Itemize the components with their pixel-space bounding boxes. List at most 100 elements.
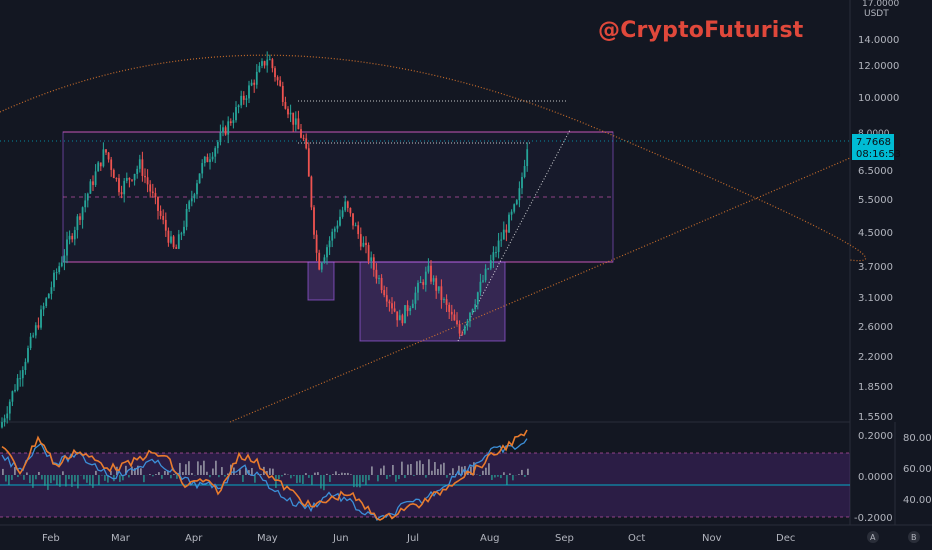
candle-body: [370, 257, 373, 261]
candle-body: [102, 149, 105, 167]
dotted-trend-up: [457, 129, 571, 342]
histogram-bar: [107, 475, 109, 483]
candle-body: [318, 252, 321, 270]
histogram-bar: [440, 464, 442, 475]
candle-body: [118, 178, 120, 193]
histogram-bar: [152, 475, 154, 477]
histogram-bar: [200, 465, 202, 475]
histogram-bar: [185, 464, 187, 475]
histogram-bar: [395, 475, 397, 482]
candle-body: [461, 333, 464, 335]
candle-body: [172, 236, 175, 248]
candle-body: [313, 207, 315, 235]
histogram-bar: [221, 467, 223, 475]
candle-body: [479, 281, 482, 293]
auto-scale-button[interactable]: A: [867, 531, 879, 543]
candle-body: [73, 230, 76, 240]
histogram-bar: [404, 475, 406, 478]
candle-body: [432, 278, 435, 282]
histogram-bar: [401, 461, 403, 475]
candle-body: [146, 177, 149, 185]
histogram-bar: [278, 475, 280, 480]
histogram-bar: [218, 475, 220, 478]
candle-body: [229, 121, 232, 124]
month-tick: Jul: [406, 533, 419, 544]
histogram-bar: [140, 468, 142, 475]
histogram-bar: [377, 475, 379, 482]
candle-body: [487, 268, 490, 270]
histogram-bar: [110, 470, 112, 475]
histogram-bar: [86, 475, 88, 483]
countdown: 08:16:53: [856, 149, 901, 160]
histogram-bar: [368, 475, 370, 481]
histogram-bar: [293, 475, 295, 477]
candle-body: [458, 324, 461, 334]
candle-body: [409, 307, 412, 312]
candle-body: [261, 61, 263, 66]
candle-body: [105, 149, 107, 153]
rsi-tick-right: 60.00: [903, 464, 932, 475]
histogram-bar: [329, 475, 331, 482]
candle-body: [94, 171, 97, 185]
rsi-axis[interactable]: 0.2000 0.0000 -0.2000 80.00 60.00 40.00: [854, 431, 932, 524]
histogram-bar: [131, 466, 133, 475]
histogram-bar: [53, 475, 55, 481]
histogram-bar: [65, 475, 67, 487]
histogram-bar: [302, 475, 304, 484]
candle-body: [11, 391, 14, 402]
candle-body: [196, 183, 198, 195]
histogram-bar: [428, 459, 430, 475]
candle-body: [81, 207, 84, 220]
rsi-tick: 0.2000: [858, 431, 893, 442]
candle-body: [419, 282, 422, 284]
histogram-bar: [332, 474, 334, 475]
histogram-bar: [50, 475, 52, 484]
candle-body: [177, 234, 180, 249]
histogram-bar: [203, 460, 205, 475]
candle-body: [411, 303, 414, 308]
rsi-slow-line: [1, 438, 528, 522]
histogram-bar: [35, 475, 37, 480]
candle-body: [526, 149, 529, 167]
histogram-bar: [362, 475, 364, 483]
candle-body: [159, 210, 162, 216]
candle-body: [45, 298, 48, 307]
candle-body: [50, 287, 53, 294]
candle-body: [365, 242, 367, 246]
histogram-bar: [386, 475, 388, 480]
histogram-bar: [59, 475, 61, 487]
candle-body: [175, 247, 178, 249]
histogram-bar: [170, 475, 172, 479]
month-tick: Aug: [480, 533, 500, 544]
histogram-bar: [38, 471, 40, 475]
candle-body: [510, 211, 513, 215]
candle-body: [63, 255, 66, 263]
candle-body: [149, 184, 152, 192]
price-axis[interactable]: 17.0000 USDT 14.0000 12.0000 10.0000 6.5…: [852, 0, 901, 423]
histogram-bar: [512, 475, 514, 481]
histogram-bar: [269, 468, 271, 475]
histogram-bar: [134, 468, 136, 475]
histogram-bar: [305, 473, 307, 475]
histogram-bar: [104, 475, 106, 481]
time-axis[interactable]: Feb Mar Apr May Jun Jul Aug Sep Oct Nov …: [42, 533, 795, 544]
candle-body: [508, 214, 510, 233]
rsi-tick: -0.2000: [854, 513, 893, 524]
candle-body: [292, 112, 295, 125]
candle-body: [500, 239, 503, 241]
candle-body: [214, 148, 217, 157]
candle-body: [326, 247, 328, 258]
histogram-bar: [137, 465, 139, 475]
log-scale-button[interactable]: B: [908, 531, 920, 543]
histogram-bar: [119, 475, 121, 482]
histogram-bar: [518, 474, 520, 475]
candle-body: [180, 233, 183, 235]
histogram-bar: [419, 460, 421, 475]
histogram-bar: [2, 468, 4, 475]
candle-body: [502, 229, 505, 240]
histogram: [2, 459, 529, 491]
candle-body: [276, 77, 279, 81]
candle-body: [154, 193, 157, 197]
month-tick: Jun: [332, 533, 349, 544]
